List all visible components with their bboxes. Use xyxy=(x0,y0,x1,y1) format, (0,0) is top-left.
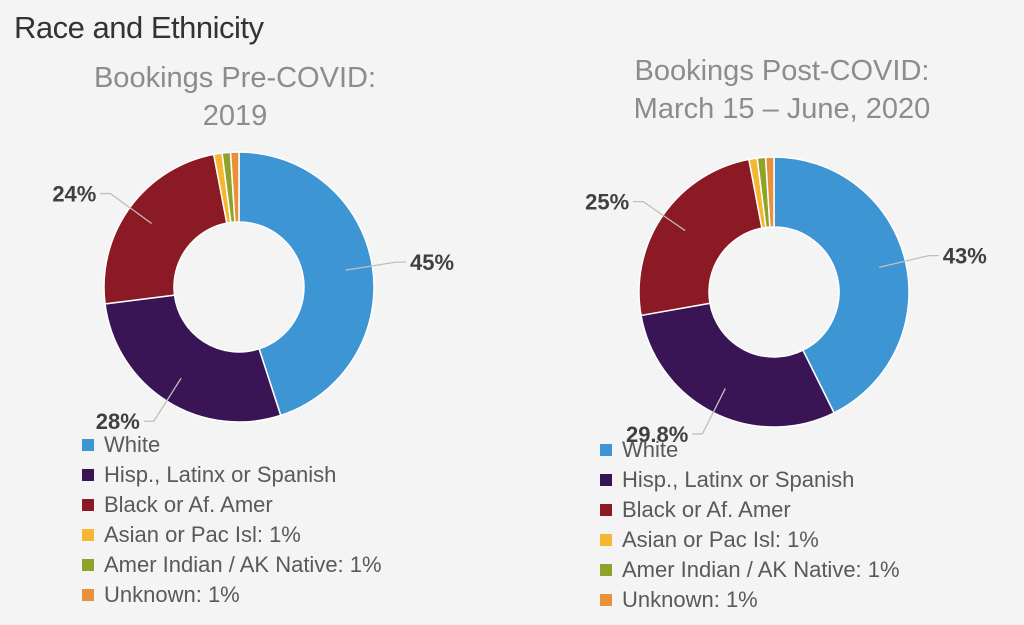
donut-slice xyxy=(104,294,282,423)
donut-chart: 45% 28% 24% xyxy=(52,151,454,434)
donut-slice xyxy=(640,302,836,428)
legend-label: Hisp., Latinx or Spanish xyxy=(104,462,337,487)
legend-swatch xyxy=(600,504,612,516)
legend-item: Unknown: 1% xyxy=(82,580,382,610)
legend-label: Asian or Pac Isl: 1% xyxy=(622,527,819,552)
legend-label: Hisp., Latinx or Spanish xyxy=(622,467,855,492)
legend-swatch xyxy=(600,534,612,546)
page-title: Race and Ethnicity xyxy=(14,10,264,45)
legend-item: Black or Af. Amer xyxy=(82,490,382,520)
data-label: 25% xyxy=(585,190,629,215)
legend: White Hisp., Latinx or Spanish Black or Af… xyxy=(600,435,900,615)
data-label: 29.8% xyxy=(626,422,688,447)
legend-swatch xyxy=(82,589,94,601)
legend-item: Unknown: 1% xyxy=(600,585,900,615)
data-label: 24% xyxy=(52,182,96,207)
chart-title-line-1: Bookings Pre-COVID: xyxy=(93,62,377,94)
legend-swatch xyxy=(600,444,612,456)
legend-label: Black or Af. Amer xyxy=(622,497,791,522)
label-leader-line xyxy=(692,388,726,435)
chart-title: Bookings Pre-COVID: 2019 xyxy=(40,59,430,135)
legend-label: Unknown: 1% xyxy=(104,582,240,607)
legend-swatch xyxy=(82,469,94,481)
data-label: 43% xyxy=(943,244,987,269)
donut-slice xyxy=(638,158,763,317)
legend-item: Amer Indian / AK Native: 1% xyxy=(600,555,900,585)
legend-item: Asian or Pac Isl: 1% xyxy=(600,525,900,555)
legend-item: Asian or Pac Isl: 1% xyxy=(82,520,382,550)
legend-swatch xyxy=(600,594,612,606)
data-label: 28% xyxy=(96,409,140,434)
legend-item: White xyxy=(82,430,382,460)
donut-slice xyxy=(229,151,240,223)
legend-label: White xyxy=(104,432,161,457)
label-leader-line xyxy=(143,377,182,422)
label-leader-line xyxy=(100,192,153,225)
legend-item: Black or Af. Amer xyxy=(600,495,900,525)
legend-item: Hisp., Latinx or Spanish xyxy=(600,465,900,495)
legend-swatch xyxy=(600,474,612,486)
legend-swatch xyxy=(82,499,94,511)
label-leader-line xyxy=(633,200,686,232)
legend-label: White xyxy=(622,437,679,462)
donut-slice xyxy=(764,156,775,228)
chart-title-line-1: Bookings Post-COVID: xyxy=(634,55,930,87)
donut-chart: 43% 29.8% 25% xyxy=(585,156,987,447)
donut-slice xyxy=(238,151,375,417)
legend-swatch xyxy=(82,529,94,541)
legend: White Hisp., Latinx or Spanish Black or Af… xyxy=(82,430,382,610)
legend-label: Amer Indian / AK Native: 1% xyxy=(104,552,382,577)
legend-item: Hisp., Latinx or Spanish xyxy=(82,460,382,490)
chart-pre-covid: Bookings Pre-COVID: 2019 45% 28% 24% White… xyxy=(40,59,454,610)
legend-swatch xyxy=(82,559,94,571)
data-label: 45% xyxy=(410,250,454,275)
label-leader-line xyxy=(345,261,407,271)
legend-label: Asian or Pac Isl: 1% xyxy=(104,522,301,547)
legend-item: White xyxy=(600,435,900,465)
chart-post-covid: Bookings Post-COVID: March 15 – June, 20… xyxy=(512,0,1024,625)
donut-slice xyxy=(773,156,910,414)
legend-item: Amer Indian / AK Native: 1% xyxy=(82,550,382,580)
legend-label: Unknown: 1% xyxy=(622,587,758,612)
legend-swatch xyxy=(82,439,94,451)
donut-slice xyxy=(103,153,228,305)
legend-label: Black or Af. Amer xyxy=(104,492,273,517)
legend-label: Amer Indian / AK Native: 1% xyxy=(622,557,900,582)
legend-swatch xyxy=(600,564,612,576)
label-leader-line xyxy=(878,255,939,268)
chart-title: Bookings Post-COVID: March 15 – June, 20… xyxy=(572,52,992,128)
chart-title-line-2: March 15 – June, 2020 xyxy=(633,93,931,125)
chart-title-line-2: 2019 xyxy=(202,100,268,132)
